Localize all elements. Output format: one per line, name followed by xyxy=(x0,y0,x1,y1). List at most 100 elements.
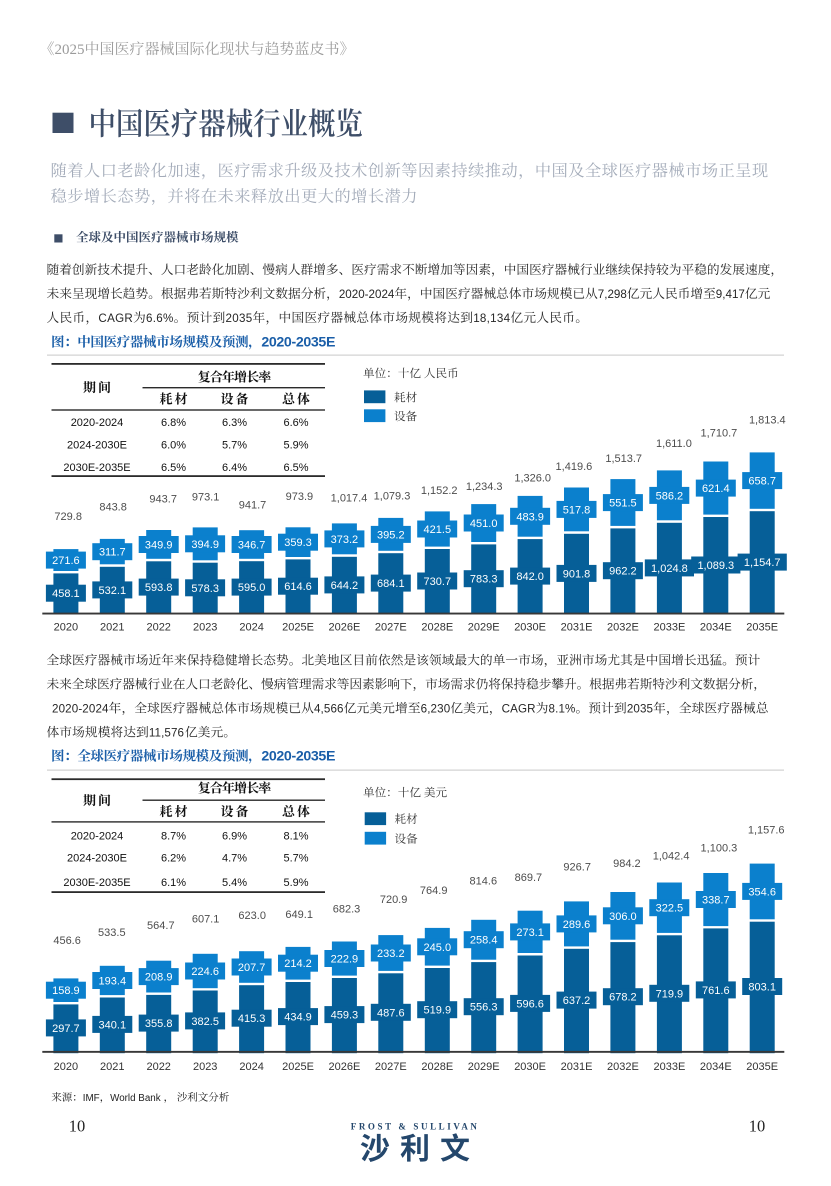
svg-text:586.2: 586.2 xyxy=(656,490,684,502)
svg-text:2026E: 2026E xyxy=(328,621,360,633)
svg-text:487.6: 487.6 xyxy=(377,1007,405,1019)
svg-text:8.1%: 8.1% xyxy=(549,703,576,716)
svg-text:1,419.6: 1,419.6 xyxy=(556,461,593,473)
svg-text:730.7: 730.7 xyxy=(424,576,452,588)
svg-text:2021: 2021 xyxy=(100,621,124,633)
svg-text:2020: 2020 xyxy=(54,1061,78,1073)
svg-text:394.9: 394.9 xyxy=(191,539,219,551)
svg-text:2030E: 2030E xyxy=(514,621,546,633)
svg-text:6.3%: 6.3% xyxy=(222,417,247,429)
svg-text:311.7: 311.7 xyxy=(99,547,126,559)
svg-text:346.7: 346.7 xyxy=(238,540,266,552)
svg-text:1,326.0: 1,326.0 xyxy=(514,473,551,485)
svg-text:2029E: 2029E xyxy=(468,621,500,633)
svg-text:IMF: IMF xyxy=(83,1093,100,1104)
svg-text:2028E: 2028E xyxy=(421,1061,453,1073)
svg-text:1,089.3: 1,089.3 xyxy=(697,560,734,572)
svg-text:2025E: 2025E xyxy=(282,1061,314,1073)
svg-text:729.8: 729.8 xyxy=(54,511,82,523)
svg-text:644.2: 644.2 xyxy=(331,580,359,592)
svg-text:2021: 2021 xyxy=(100,1061,124,1073)
svg-text:973.9: 973.9 xyxy=(286,491,314,503)
svg-text:6,230: 6,230 xyxy=(421,703,451,716)
svg-text:719.9: 719.9 xyxy=(656,988,684,1000)
svg-text:2024: 2024 xyxy=(239,1061,263,1073)
svg-text:6.2%: 6.2% xyxy=(161,853,186,865)
svg-text:941.7: 941.7 xyxy=(239,499,267,511)
svg-text:208.9: 208.9 xyxy=(145,972,173,984)
svg-text:803.1: 803.1 xyxy=(748,982,776,994)
svg-text:614.6: 614.6 xyxy=(284,581,312,593)
svg-text:11,576: 11,576 xyxy=(149,727,184,740)
svg-text:1,234.3: 1,234.3 xyxy=(466,481,503,493)
svg-text:2023: 2023 xyxy=(193,1061,217,1073)
svg-text:224.6: 224.6 xyxy=(191,966,219,978)
svg-text:2035: 2035 xyxy=(627,703,653,716)
svg-text:2034E: 2034E xyxy=(700,1061,732,1073)
svg-text:682.3: 682.3 xyxy=(333,903,361,915)
svg-text:382.5: 382.5 xyxy=(191,1016,219,1028)
svg-text:258.4: 258.4 xyxy=(470,935,498,947)
svg-text:564.7: 564.7 xyxy=(147,920,175,932)
svg-text:2020-2024: 2020-2024 xyxy=(52,703,109,716)
svg-text:434.9: 434.9 xyxy=(284,1012,312,1024)
svg-text:207.7: 207.7 xyxy=(238,962,266,974)
svg-text:2033E: 2033E xyxy=(653,1061,685,1073)
svg-text:9,417: 9,417 xyxy=(716,288,745,301)
svg-text:1,017.4: 1,017.4 xyxy=(331,492,368,504)
svg-text:2035E: 2035E xyxy=(746,1061,778,1073)
svg-text:1,100.3: 1,100.3 xyxy=(701,842,738,854)
svg-text:158.9: 158.9 xyxy=(52,985,80,997)
svg-text:984.2: 984.2 xyxy=(613,858,641,870)
svg-text:764.9: 764.9 xyxy=(420,885,448,897)
svg-text:2022: 2022 xyxy=(146,621,170,633)
svg-text:2031E: 2031E xyxy=(561,1061,593,1073)
svg-text:2032E: 2032E xyxy=(607,621,639,633)
svg-text:2020-2024: 2020-2024 xyxy=(71,830,124,842)
svg-text:623.0: 623.0 xyxy=(238,910,266,922)
svg-text:551.5: 551.5 xyxy=(609,498,637,510)
svg-text:8.1%: 8.1% xyxy=(283,830,308,842)
svg-text:322.5: 322.5 xyxy=(656,903,684,915)
svg-text:6.1%: 6.1% xyxy=(161,877,186,889)
svg-text:595.0: 595.0 xyxy=(238,582,266,594)
svg-text:421.5: 421.5 xyxy=(424,524,452,536)
svg-text:973.1: 973.1 xyxy=(192,492,220,504)
svg-text:2031E: 2031E xyxy=(561,621,593,633)
svg-text:842.0: 842.0 xyxy=(516,571,544,583)
svg-text:395.2: 395.2 xyxy=(377,529,405,541)
svg-text:2020-2035E: 2020-2035E xyxy=(261,749,335,765)
svg-text:2030E: 2030E xyxy=(514,1061,546,1073)
svg-text:720.9: 720.9 xyxy=(380,894,408,906)
svg-text:6.4%: 6.4% xyxy=(222,462,247,474)
svg-text:2035E: 2035E xyxy=(746,621,778,633)
svg-text:649.1: 649.1 xyxy=(285,909,313,921)
svg-text:355.8: 355.8 xyxy=(145,1018,173,1030)
svg-text:814.6: 814.6 xyxy=(470,876,498,888)
svg-text:2032E: 2032E xyxy=(607,1061,639,1073)
svg-text:289.6: 289.6 xyxy=(563,919,591,931)
svg-text:297.7: 297.7 xyxy=(52,1023,80,1035)
svg-text:1,079.3: 1,079.3 xyxy=(374,490,411,502)
svg-text:2027E: 2027E xyxy=(375,1061,407,1073)
svg-text:607.1: 607.1 xyxy=(192,914,220,926)
svg-text:483.9: 483.9 xyxy=(516,511,544,523)
svg-text:517.8: 517.8 xyxy=(563,504,591,516)
svg-text:2022: 2022 xyxy=(146,1061,170,1073)
svg-text:1,154.7: 1,154.7 xyxy=(744,557,781,569)
svg-text:458.1: 458.1 xyxy=(52,588,80,600)
svg-text:6.6%: 6.6% xyxy=(283,417,308,429)
svg-text:456.6: 456.6 xyxy=(53,935,81,947)
svg-text:2020-2035E: 2020-2035E xyxy=(261,335,335,351)
svg-text:2030E-2035E: 2030E-2035E xyxy=(63,877,130,889)
svg-text:18,134: 18,134 xyxy=(473,312,510,325)
svg-text:1,042.4: 1,042.4 xyxy=(653,850,690,862)
svg-text:CAGR: CAGR xyxy=(502,703,536,716)
svg-text:943.7: 943.7 xyxy=(149,494,177,506)
svg-text:5.9%: 5.9% xyxy=(283,877,308,889)
svg-text:4,566: 4,566 xyxy=(314,703,344,716)
svg-text:2024-2030E: 2024-2030E xyxy=(67,440,127,452)
svg-text:5.7%: 5.7% xyxy=(283,853,308,865)
svg-text:2029E: 2029E xyxy=(468,1061,500,1073)
svg-text:621.4: 621.4 xyxy=(702,483,730,495)
